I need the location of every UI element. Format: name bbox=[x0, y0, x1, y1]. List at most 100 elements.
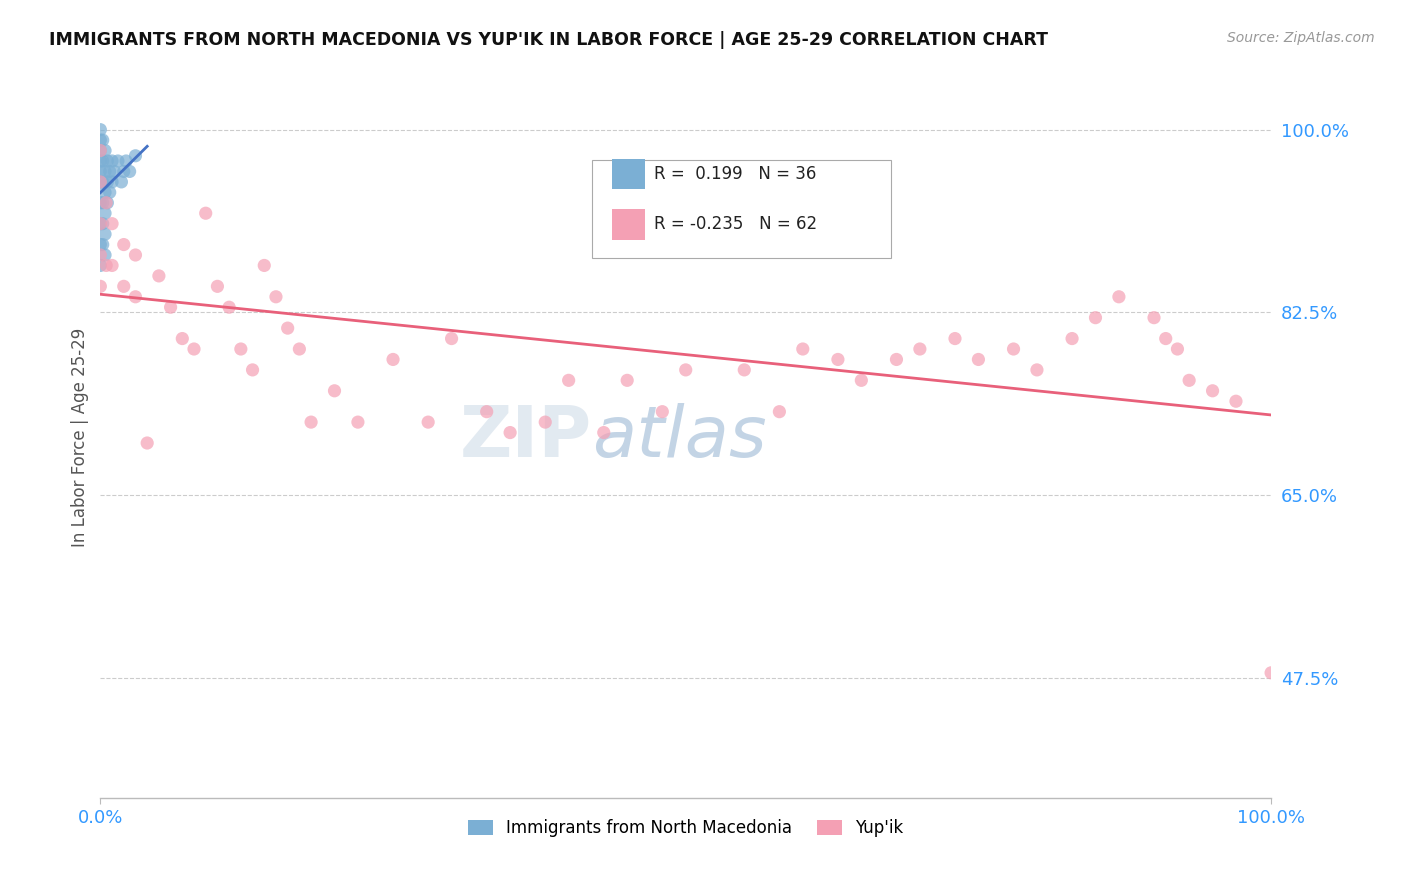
Point bbox=[94, 186, 117, 200]
Point bbox=[96, 153, 118, 168]
Point bbox=[96, 259, 118, 273]
Point bbox=[89, 259, 111, 273]
Point bbox=[96, 175, 118, 189]
Point bbox=[89, 279, 111, 293]
Point bbox=[89, 133, 111, 147]
Point bbox=[534, 415, 557, 429]
Point bbox=[1201, 384, 1223, 398]
Point bbox=[124, 248, 146, 262]
Y-axis label: In Labor Force | Age 25-29: In Labor Force | Age 25-29 bbox=[72, 328, 89, 548]
Point bbox=[1060, 332, 1083, 346]
Point bbox=[101, 259, 124, 273]
Point bbox=[159, 300, 181, 314]
Point bbox=[89, 217, 111, 231]
Point bbox=[112, 237, 135, 252]
Point bbox=[98, 164, 121, 178]
Bar bbox=[612, 210, 645, 240]
Text: R =  0.199   N = 36: R = 0.199 N = 36 bbox=[654, 165, 817, 183]
Point bbox=[89, 144, 111, 158]
Point bbox=[299, 415, 322, 429]
Point bbox=[1002, 342, 1025, 356]
Point bbox=[91, 175, 114, 189]
Point bbox=[89, 175, 111, 189]
Point bbox=[115, 153, 138, 168]
Point bbox=[94, 206, 117, 220]
Point bbox=[1108, 290, 1130, 304]
Point bbox=[89, 164, 111, 178]
Point bbox=[1084, 310, 1107, 325]
Point bbox=[943, 332, 966, 346]
Point bbox=[1154, 332, 1177, 346]
Point bbox=[242, 363, 264, 377]
Point bbox=[792, 342, 814, 356]
Point bbox=[172, 332, 194, 346]
Text: ZIP: ZIP bbox=[460, 403, 592, 472]
Point bbox=[616, 373, 638, 387]
Point bbox=[499, 425, 522, 440]
Point bbox=[675, 363, 697, 377]
Point bbox=[347, 415, 370, 429]
Text: IMMIGRANTS FROM NORTH MACEDONIA VS YUP'IK IN LABOR FORCE | AGE 25-29 CORRELATION: IMMIGRANTS FROM NORTH MACEDONIA VS YUP'I… bbox=[49, 31, 1049, 49]
Point bbox=[418, 415, 440, 429]
Point bbox=[277, 321, 299, 335]
Point bbox=[768, 405, 790, 419]
Point bbox=[229, 342, 252, 356]
Point bbox=[103, 164, 125, 178]
Text: R = -0.235   N = 62: R = -0.235 N = 62 bbox=[654, 216, 817, 234]
Point bbox=[1178, 373, 1201, 387]
Point bbox=[89, 175, 111, 189]
Point bbox=[89, 195, 111, 210]
Point bbox=[96, 195, 118, 210]
Point bbox=[557, 373, 579, 387]
Point bbox=[967, 352, 990, 367]
Point bbox=[89, 217, 111, 231]
Point bbox=[107, 153, 129, 168]
Point bbox=[91, 133, 114, 147]
Point bbox=[183, 342, 205, 356]
Point bbox=[89, 153, 111, 168]
Point bbox=[94, 164, 117, 178]
Point bbox=[264, 290, 287, 304]
Point bbox=[1260, 665, 1282, 680]
Point bbox=[124, 290, 146, 304]
Point bbox=[288, 342, 311, 356]
Text: Source: ZipAtlas.com: Source: ZipAtlas.com bbox=[1227, 31, 1375, 45]
Point bbox=[101, 153, 124, 168]
Legend: Immigrants from North Macedonia, Yup'ik: Immigrants from North Macedonia, Yup'ik bbox=[461, 813, 910, 844]
Point bbox=[110, 175, 132, 189]
Point bbox=[323, 384, 346, 398]
Point bbox=[148, 268, 170, 283]
Point bbox=[89, 144, 111, 158]
Point bbox=[440, 332, 463, 346]
Point bbox=[218, 300, 240, 314]
Point bbox=[94, 144, 117, 158]
Point bbox=[592, 425, 614, 440]
Point bbox=[98, 186, 121, 200]
Point bbox=[194, 206, 217, 220]
Point bbox=[112, 164, 135, 178]
Point bbox=[96, 195, 118, 210]
Point bbox=[89, 237, 111, 252]
Point bbox=[827, 352, 849, 367]
Point bbox=[118, 164, 141, 178]
Point bbox=[651, 405, 673, 419]
Point bbox=[207, 279, 229, 293]
Point bbox=[94, 248, 117, 262]
Text: atlas: atlas bbox=[592, 403, 766, 472]
Point bbox=[101, 175, 124, 189]
Point bbox=[112, 279, 135, 293]
Point bbox=[89, 248, 111, 262]
Point bbox=[94, 227, 117, 241]
Point bbox=[91, 153, 114, 168]
Point bbox=[91, 237, 114, 252]
Point bbox=[382, 352, 405, 367]
Point bbox=[1166, 342, 1188, 356]
Point bbox=[91, 195, 114, 210]
Point bbox=[91, 217, 114, 231]
Point bbox=[475, 405, 498, 419]
Point bbox=[124, 149, 146, 163]
Point bbox=[1225, 394, 1247, 409]
Point bbox=[886, 352, 908, 367]
Point bbox=[101, 217, 124, 231]
Point bbox=[851, 373, 873, 387]
